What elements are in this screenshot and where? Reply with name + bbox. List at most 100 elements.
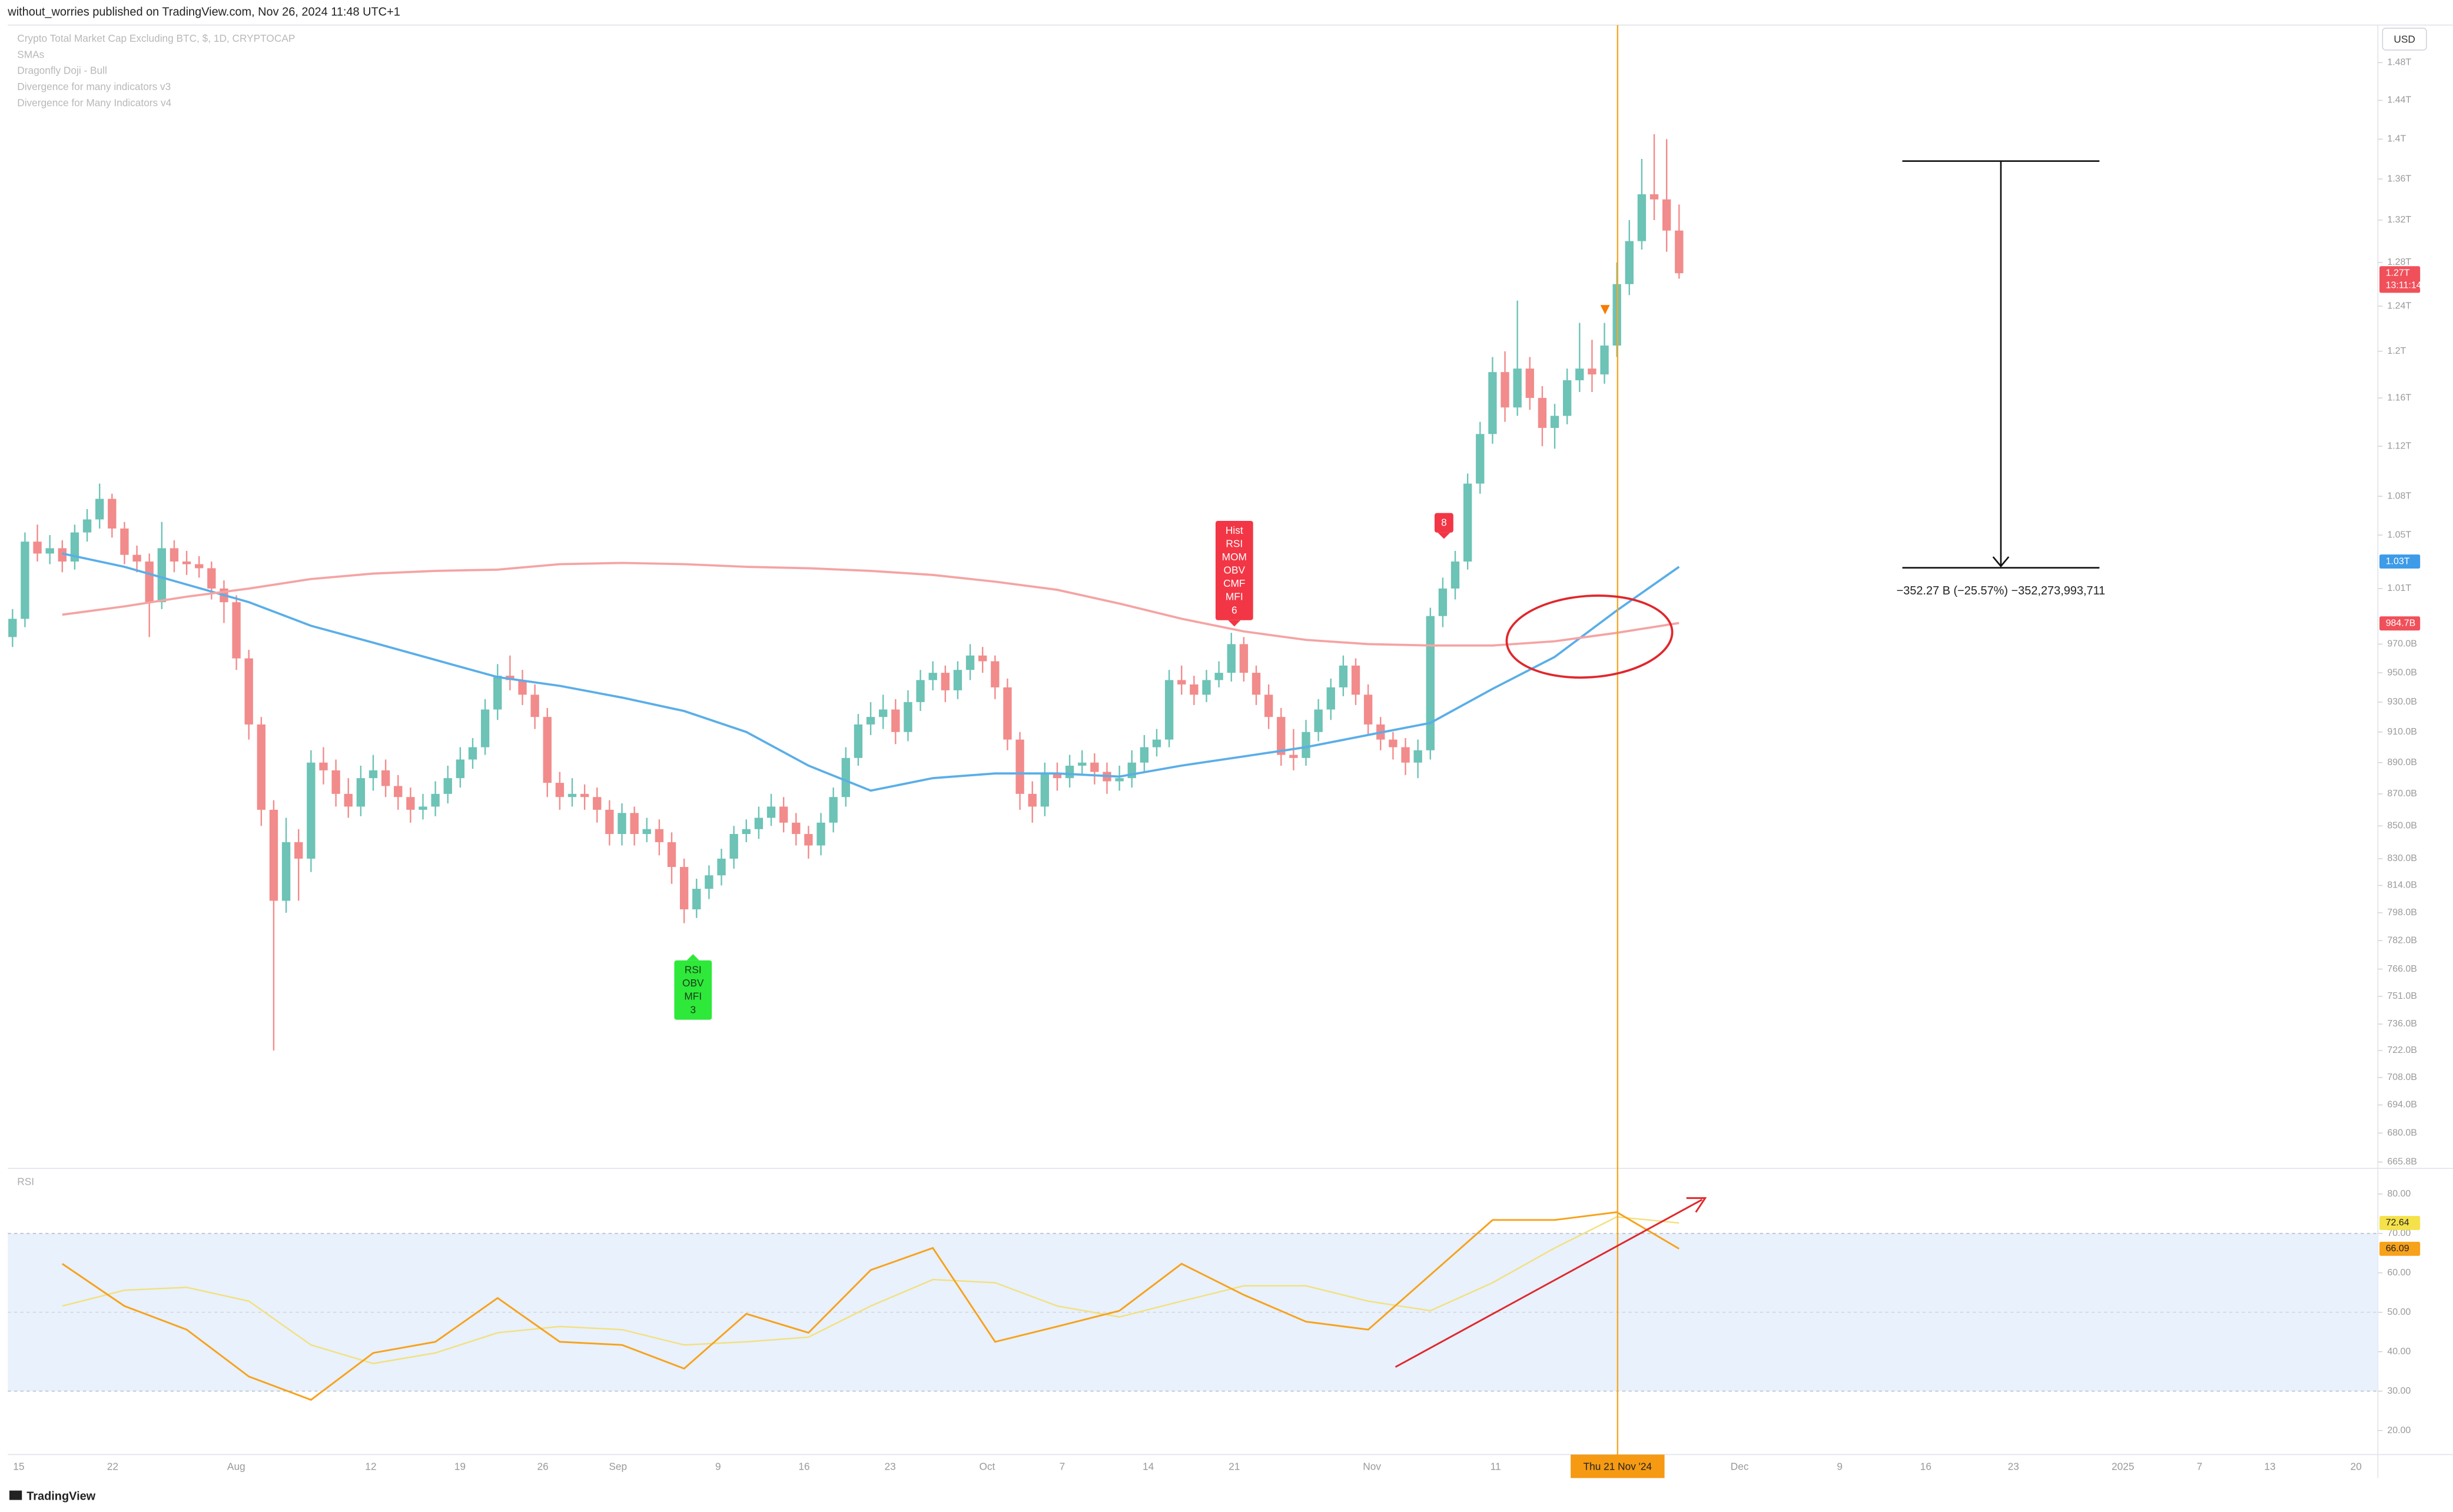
candle-body [244,658,253,725]
signal-text: 6 [1232,604,1237,616]
legend-item: Crypto Total Market Cap Excluding BTC, $… [17,32,295,44]
candle-body [829,797,838,823]
sma-line [62,552,1680,792]
drawn-arrowhead [1686,1197,1707,1213]
x-tick-label: 16 [1920,1460,1931,1472]
x-tick-label: Oct [979,1460,995,1472]
candle-body [1476,434,1485,484]
rsi-y-tick-label: 50.00 [2387,1307,2411,1317]
signal-text: MFI [1226,591,1243,603]
candle-body [344,793,353,807]
candle-body [1562,380,1572,416]
sma-line [62,561,1679,647]
candle-body [941,673,950,690]
rsi-band-group [8,1232,2378,1392]
candle-body [1314,709,1323,732]
measure-arrowhead [1992,556,2010,568]
candle-body [1239,644,1249,673]
candle-body [580,793,589,797]
candle-body [1065,765,1074,779]
x-tick-label: 11 [1491,1460,1501,1472]
signal-box [1434,513,1453,533]
candle-body [705,875,713,889]
x-tick-label: 7 [2197,1460,2203,1472]
publish-header: without_worries published on TradingView… [7,6,400,19]
candle-body [120,528,129,555]
candle-body [58,548,67,562]
candle-body [1438,588,1448,616]
candle-body [108,499,117,529]
currency-button[interactable] [2382,28,2427,51]
candle-body [257,724,266,810]
y-tick-label: 950.0B [2387,667,2417,677]
candle-body [331,770,340,794]
candle-body [456,759,465,779]
candle-body [978,655,987,662]
y-tick-label: 680.0B [2387,1128,2417,1138]
signal-text: OBV [1224,564,1246,576]
candle-body [1277,717,1286,755]
candle-body [443,778,452,794]
candle-body [480,709,490,747]
candle-body [792,822,801,835]
candle-body [1488,372,1497,434]
candle-body [1115,778,1124,782]
candle-body [779,806,788,823]
candle-body [642,829,651,835]
candle-body [1264,694,1273,717]
y-tick-label: 1.08T [2387,491,2411,501]
y-tick-label: 890.0B [2387,757,2417,767]
y-tick-label: 782.0B [2387,935,2417,945]
price-badge-label: 1.27T [2386,268,2410,278]
currency-label: USD [2394,33,2415,45]
candle-body [1339,665,1348,687]
y-tick-label: 910.0B [2387,727,2417,737]
candle-body [21,541,29,619]
rsi-badge [2379,1241,2421,1256]
candle-body [369,770,378,779]
candle-body [1401,747,1410,763]
candle-body [655,829,664,842]
x-tick-label: Nov [1363,1460,1381,1472]
candle-body [281,842,291,901]
x-tick-label: 16 [798,1460,809,1472]
y-tick-label: 850.0B [2387,820,2417,830]
signal-text: RSI [1226,537,1243,549]
signal-text: MFI [684,991,702,1002]
y-tick-label: 1.48T [2387,58,2411,68]
candle-body [1513,368,1522,408]
signal-text: 8 [1441,516,1447,528]
candle-body [1040,773,1050,807]
candle-body [692,889,701,910]
rsi-y-tick-label: 40.00 [2387,1347,2411,1357]
signal-pointer [686,954,699,961]
rsi-line [61,1211,1680,1401]
candle-body [593,797,602,810]
candle-body [1501,372,1509,408]
rsi-badge-label: 72.64 [2386,1218,2409,1228]
y-tick-label: 1.05T [2387,530,2411,540]
y-tick-label: 1.44T [2387,95,2411,105]
candle-body [1463,483,1472,562]
x-tick-label: 19 [454,1460,466,1472]
candle-body [854,724,863,758]
footer-brand: TradingView [26,1490,95,1503]
x-tick-label: Dec [1731,1460,1749,1472]
candle-body [1413,750,1422,763]
candle-body [1588,368,1596,375]
candle-body [307,762,316,859]
candle-body [891,709,900,732]
y-tick-label: 722.0B [2387,1045,2417,1055]
candle-body [679,867,689,910]
candle-body [1363,694,1373,725]
candle-body [866,717,875,725]
candle-body [1177,680,1186,684]
y-tick-label: 1.12T [2387,441,2411,451]
candle-body [530,694,539,717]
candle-body [543,717,552,783]
x-tick-label: 9 [1837,1460,1843,1472]
rsi-y-tick-label: 30.00 [2387,1386,2411,1396]
candle-body [232,602,241,659]
